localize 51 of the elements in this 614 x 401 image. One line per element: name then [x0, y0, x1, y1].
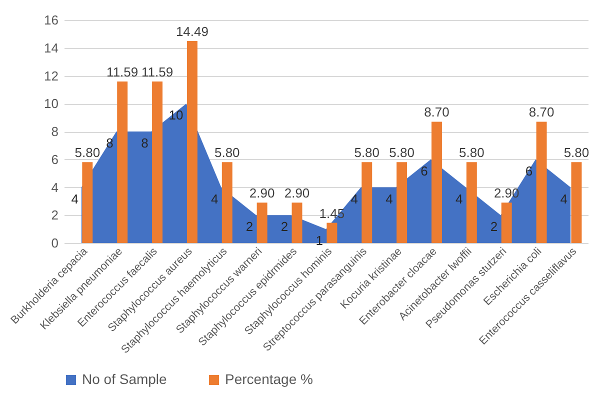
data-label: 5.80 [459, 145, 484, 160]
y-tick-label: 6 [51, 152, 58, 167]
bar [501, 202, 512, 243]
data-label: 2 [246, 219, 254, 234]
bar [326, 222, 338, 243]
data-label: 2 [490, 219, 498, 234]
data-label: 8 [141, 136, 148, 150]
y-tick-label: 2 [51, 208, 58, 223]
bar [432, 122, 442, 243]
y-tick-label: 12 [44, 68, 58, 84]
data-label: 4 [350, 191, 358, 206]
y-tick-label: 8 [51, 124, 58, 139]
bar [362, 162, 372, 243]
bar [82, 162, 93, 243]
bar [256, 202, 268, 243]
data-label: 2.90 [284, 186, 310, 201]
data-label: 6 [420, 163, 428, 178]
bar [117, 81, 128, 243]
y-tick-label: 10 [44, 96, 58, 112]
data-label: 11.59 [141, 64, 174, 80]
bar [292, 202, 302, 243]
data-label: 2 [280, 219, 288, 234]
y-tick-label: 16 [44, 12, 58, 28]
y-tick-label: 14 [44, 40, 58, 56]
data-label: 4 [210, 191, 218, 206]
data-label: 2.90 [249, 186, 275, 201]
bar [571, 162, 582, 243]
data-label: 4 [386, 191, 393, 206]
legend-label: No of Sample [82, 371, 168, 387]
legend-label: Percentage % [225, 371, 313, 387]
data-label: 4 [456, 191, 463, 206]
bar [466, 162, 477, 243]
y-tick-label: 4 [51, 180, 58, 195]
bar [152, 81, 163, 243]
data-label: 8.70 [424, 104, 450, 120]
data-label: 5.80 [354, 145, 380, 160]
data-label: 11.59 [106, 64, 138, 80]
data-label: 4 [560, 191, 568, 206]
bar [222, 162, 232, 243]
y-tick-label: 0 [51, 236, 58, 250]
data-label: 5.80 [214, 145, 240, 160]
data-label: 14.49 [176, 24, 208, 40]
data-label: 4 [71, 191, 78, 206]
bar [396, 162, 408, 243]
data-label: 5.80 [389, 145, 414, 160]
data-label: 10 [168, 108, 184, 123]
data-label: 5.80 [564, 145, 590, 160]
data-label: 8.70 [528, 104, 554, 120]
bar [186, 41, 198, 243]
bar [536, 122, 547, 243]
data-label: 5.80 [74, 145, 100, 160]
